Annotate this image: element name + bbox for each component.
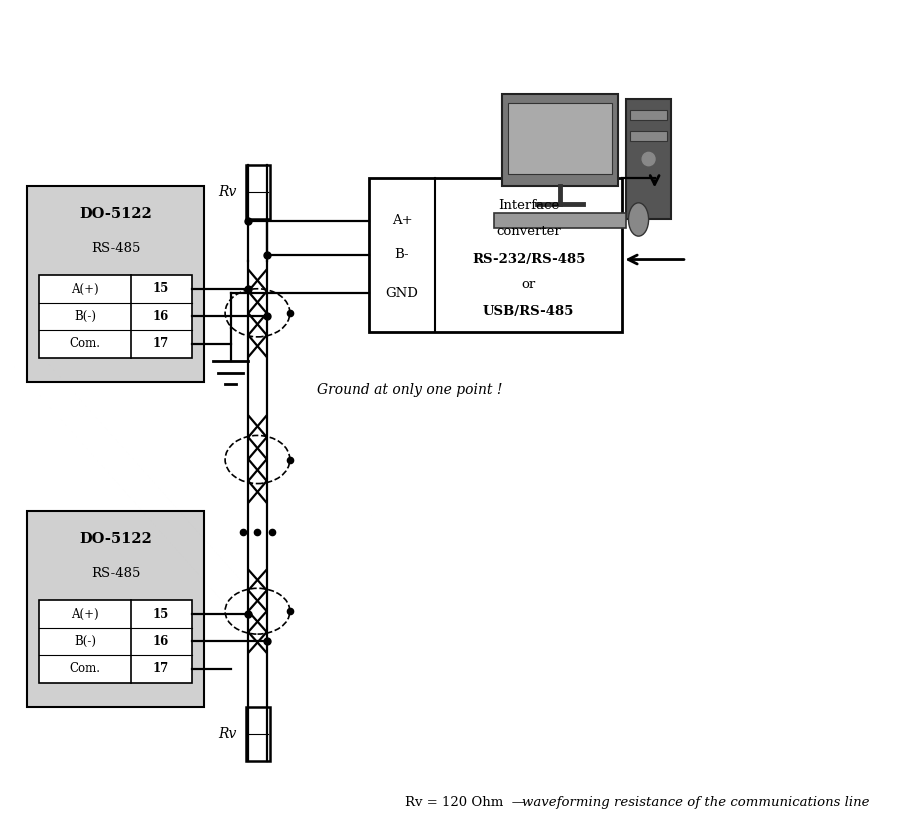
Bar [27, 511, 204, 707]
Bar [630, 111, 666, 120]
Bar [508, 103, 612, 174]
Text: 15: 15 [153, 283, 169, 295]
Text: Rv: Rv [218, 185, 236, 199]
Text: DO-5122: DO-5122 [79, 532, 152, 545]
Bar [627, 99, 671, 220]
Text: GND: GND [386, 287, 419, 300]
Text: 16: 16 [153, 310, 169, 323]
Bar [39, 600, 192, 683]
Text: Interface: Interface [498, 199, 559, 212]
Text: converter: converter [497, 225, 561, 238]
Ellipse shape [628, 203, 648, 236]
Text: 16: 16 [153, 635, 169, 648]
Bar [630, 131, 666, 141]
Text: Rv = 120 Ohm  —: Rv = 120 Ohm — [405, 796, 534, 810]
Text: 17: 17 [153, 337, 169, 351]
Text: B(-): B(-) [74, 310, 96, 323]
Text: B-: B- [395, 248, 410, 262]
Bar [494, 213, 627, 228]
Text: Com.: Com. [70, 662, 101, 675]
Text: DO-5122: DO-5122 [79, 206, 152, 221]
Bar [39, 275, 192, 357]
Circle shape [642, 153, 655, 166]
Text: A(+): A(+) [71, 283, 99, 295]
Text: 17: 17 [153, 662, 169, 675]
Text: RS-485: RS-485 [91, 567, 140, 581]
Bar [246, 165, 270, 220]
Text: B(-): B(-) [74, 635, 96, 648]
Text: Rv: Rv [218, 727, 236, 741]
Text: USB/RS-485: USB/RS-485 [483, 305, 575, 319]
Bar [246, 707, 270, 761]
Text: 15: 15 [153, 607, 169, 621]
Bar [502, 95, 618, 186]
Text: waveforming resistance of the communications line: waveforming resistance of the communicat… [522, 796, 869, 810]
Bar [369, 178, 623, 332]
Text: Com.: Com. [70, 337, 101, 351]
Text: RS-485: RS-485 [91, 242, 140, 255]
Bar [27, 186, 204, 382]
Text: Ground at only one point !: Ground at only one point ! [317, 383, 502, 398]
Text: A+: A+ [391, 215, 412, 227]
Text: RS-232/RS-485: RS-232/RS-485 [472, 253, 586, 266]
Text: A(+): A(+) [71, 607, 99, 621]
Text: or: or [521, 278, 536, 290]
